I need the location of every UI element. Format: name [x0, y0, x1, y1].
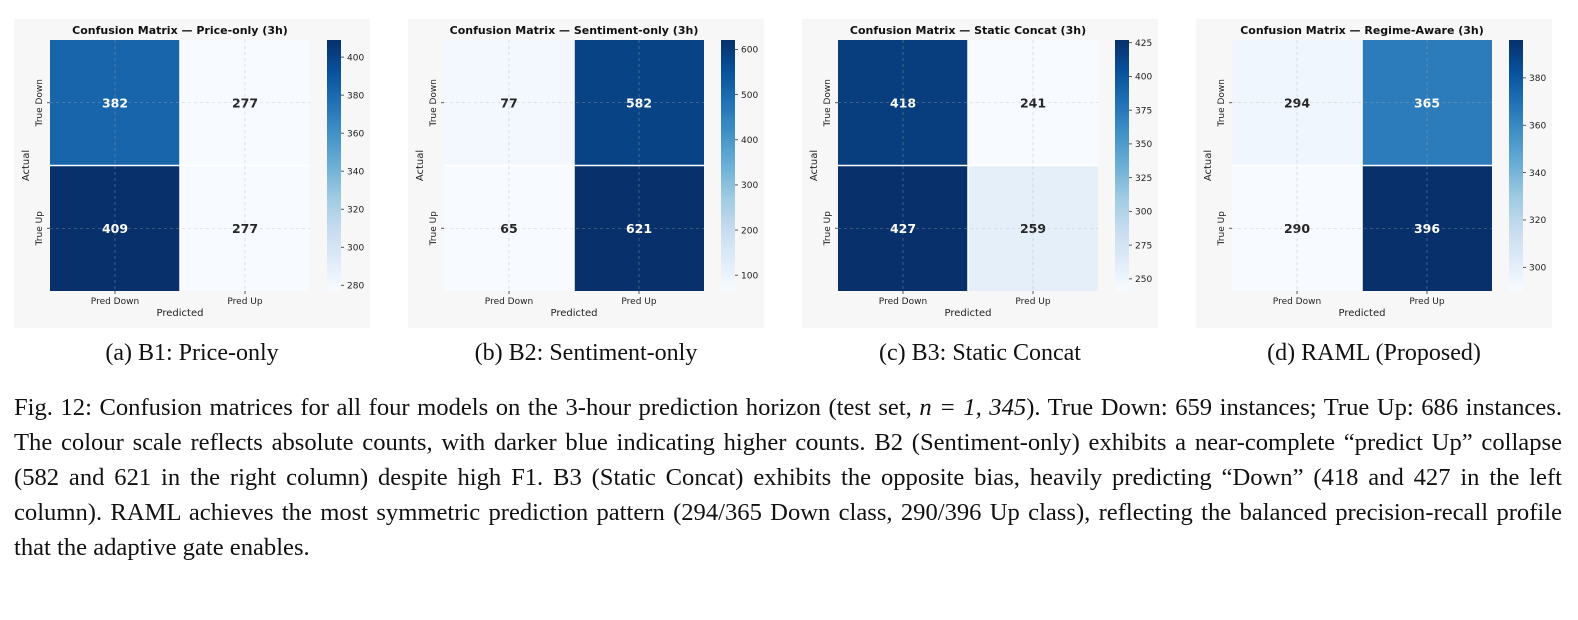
colorbar — [721, 40, 735, 291]
chart-title: Confusion Matrix — Price-only (3h) — [72, 24, 288, 37]
colorbar-tick-label: 400 — [1135, 73, 1152, 83]
y-axis-label: Actual — [1203, 150, 1214, 181]
x-axis-label: Predicted — [1339, 308, 1386, 319]
colorbar-tick-label: 320 — [347, 205, 364, 215]
colorbar-tick-label: 300 — [347, 243, 364, 253]
y-axis-label: Actual — [21, 150, 32, 181]
y-axis-label: Actual — [415, 150, 426, 181]
chart-title: Confusion Matrix — Regime-Aware (3h) — [1240, 24, 1484, 37]
panel-price-only: Confusion Matrix — Price-only (3h)382277… — [14, 19, 370, 328]
y-tick-label: True Up — [35, 211, 45, 247]
chart-title: Confusion Matrix — Static Concat (3h) — [850, 24, 1086, 37]
colorbar-tick-label: 380 — [1529, 74, 1546, 84]
y-axis-label: Actual — [809, 150, 820, 181]
x-axis-label: Predicted — [157, 308, 204, 319]
x-tick-label: Pred Up — [1015, 297, 1050, 307]
chart-title: Confusion Matrix — Sentiment-only (3h) — [450, 24, 699, 37]
subcaption-d: (d) RAML (Proposed) — [1267, 340, 1481, 366]
x-axis-label: Predicted — [945, 308, 992, 319]
colorbar-tick-label: 340 — [1529, 169, 1546, 179]
x-axis-label: Predicted — [551, 308, 598, 319]
colorbar-tick-label: 380 — [347, 91, 364, 101]
x-tick-label: Pred Down — [485, 297, 533, 307]
y-tick-label: True Down — [429, 79, 439, 127]
colorbar-tick-label: 250 — [1135, 275, 1152, 285]
x-tick-label: Pred Up — [1409, 297, 1444, 307]
colorbar-tick-label: 360 — [347, 129, 364, 139]
colorbar-tick-label: 100 — [741, 271, 758, 281]
x-tick-label: Pred Up — [621, 297, 656, 307]
x-tick-label: Pred Up — [227, 297, 262, 307]
heatmap-chart: Confusion Matrix — Static Concat (3h)418… — [802, 19, 1158, 328]
colorbar-tick-label: 400 — [347, 53, 364, 63]
colorbar-tick-label: 600 — [741, 46, 758, 56]
subcaption-c: (c) B3: Static Concat — [879, 340, 1081, 366]
colorbar-tick-label: 300 — [741, 181, 758, 191]
subcaption-a: (a) B1: Price-only — [105, 340, 279, 366]
x-tick-label: Pred Down — [1273, 297, 1321, 307]
x-tick-label: Pred Down — [879, 297, 927, 307]
heatmap-chart: Confusion Matrix — Regime-Aware (3h)2943… — [1196, 19, 1552, 328]
y-tick-label: True Down — [35, 79, 45, 127]
colorbar — [1115, 40, 1129, 291]
x-tick-label: Pred Down — [91, 297, 139, 307]
colorbar-tick-label: 320 — [1529, 216, 1546, 226]
colorbar-tick-label: 340 — [347, 167, 364, 177]
y-tick-label: True Up — [823, 211, 833, 247]
figure-row: Confusion Matrix — Price-only (3h)382277… — [14, 19, 1552, 366]
panel-static-concat: Confusion Matrix — Static Concat (3h) 418… — [802, 19, 1158, 328]
colorbar-tick-label: 275 — [1135, 241, 1152, 251]
colorbar-tick-label: 300 — [1135, 208, 1152, 218]
colorbar-tick-label: 300 — [1529, 264, 1546, 274]
colorbar-tick-label: 500 — [741, 91, 758, 101]
y-tick-label: True Down — [1217, 79, 1227, 127]
colorbar-tick-label: 200 — [741, 226, 758, 236]
colorbar-tick-label: 375 — [1135, 106, 1152, 116]
figure-caption: Fig. 12: Confusion matrices for all four… — [14, 390, 1562, 565]
panel-regime-aware: Confusion Matrix — Regime-Aware (3h)2943… — [1196, 19, 1552, 328]
colorbar — [1509, 40, 1523, 291]
colorbar-tick-label: 425 — [1135, 39, 1152, 49]
colorbar-tick-label: 400 — [741, 136, 758, 146]
heatmap-chart: Confusion Matrix — Sentiment-only (3h)77… — [408, 19, 764, 328]
subcaption-b: (b) B2: Sentiment-only — [474, 340, 698, 366]
colorbar-tick-label: 350 — [1135, 140, 1152, 150]
y-tick-label: True Up — [1217, 211, 1227, 247]
colorbar-tick-label: 325 — [1135, 174, 1152, 184]
caption-text-2: ). True Down: 659 instances; True Up: 68… — [14, 394, 1562, 561]
caption-text-1: Fig. 12: Confusion matrices for all four… — [14, 394, 920, 421]
colorbar — [327, 40, 341, 291]
y-tick-label: True Up — [429, 211, 439, 247]
colorbar-tick-label: 280 — [347, 281, 364, 291]
panel-sentiment-only: Confusion Matrix — Sentiment-only (3h) 77… — [408, 19, 764, 328]
colorbar-tick-label: 360 — [1529, 121, 1546, 131]
y-tick-label: True Down — [823, 79, 833, 127]
caption-math: n = 1, 345 — [919, 394, 1027, 421]
heatmap-chart: Confusion Matrix — Price-only (3h)382277… — [14, 19, 370, 328]
